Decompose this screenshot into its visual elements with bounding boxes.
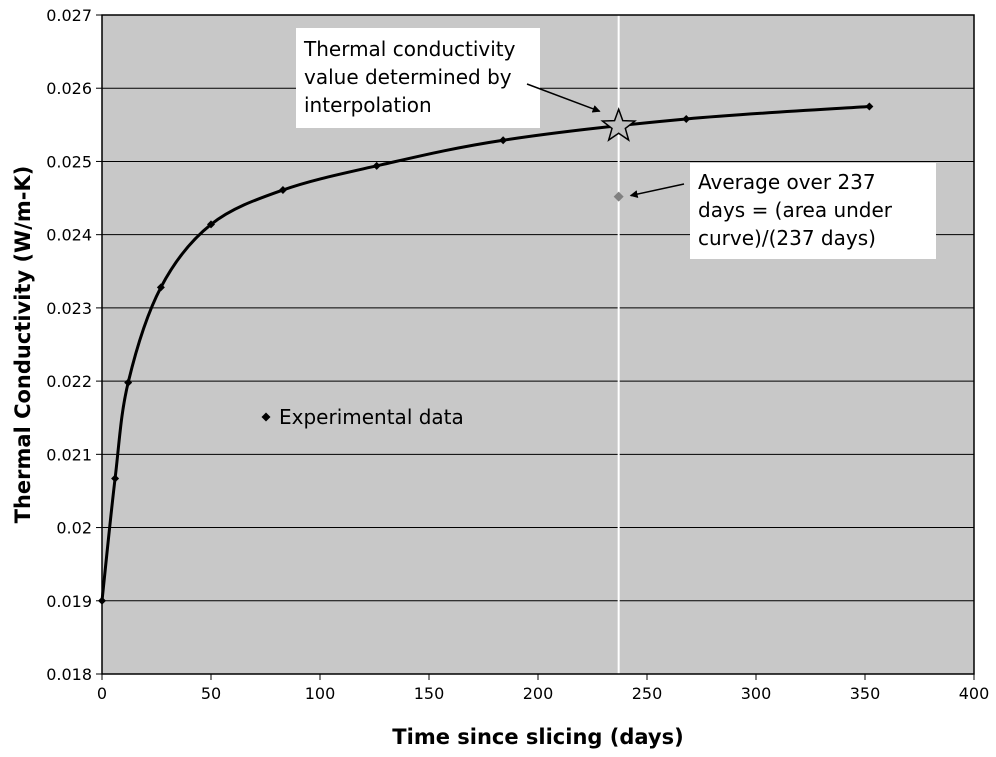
data-point [207, 220, 215, 229]
data-point [156, 283, 165, 292]
data-point [98, 596, 106, 605]
data-point [111, 474, 120, 483]
y-tick-label: 0.024 [46, 226, 92, 245]
y-tick-label: 0.02 [56, 519, 92, 538]
x-tick-label: 350 [850, 684, 881, 703]
x-tick-label: 0 [97, 684, 107, 703]
annotation-text-line: value determined by [304, 65, 512, 89]
legend: Experimental data [261, 405, 464, 429]
x-tick-label: 400 [959, 684, 990, 703]
x-tick-label: 150 [414, 684, 445, 703]
annotation-text-line: curve)/(237 days) [698, 226, 876, 250]
series-line-experimental-data [100, 105, 870, 601]
y-tick-label: 0.018 [46, 665, 92, 684]
y-axis-title: Thermal Conductivity (W/m-K) [11, 166, 35, 524]
legend-label: Experimental data [279, 405, 464, 429]
x-tick-label: 300 [741, 684, 772, 703]
x-axis-title: Time since slicing (days) [392, 725, 683, 749]
y-tick-label: 0.021 [46, 445, 92, 464]
y-tick-label: 0.023 [46, 299, 92, 318]
annotation-text-line: interpolation [304, 93, 432, 117]
y-tick-label: 0.019 [46, 592, 92, 611]
axes: 0.018 0.019 0.02 0.021 0.022 0.023 0.024 0.025 0… [46, 6, 989, 703]
data-point [682, 114, 691, 123]
annotation-text-line: days = (area under [698, 198, 893, 222]
annotation-box [690, 163, 936, 259]
y-tick-label: 0.025 [46, 152, 92, 171]
arrow-to-interpolated-point [526, 83, 601, 113]
data-point [372, 161, 381, 170]
x-tick-label: 200 [523, 684, 554, 703]
average-point [613, 191, 624, 202]
annotation-text-line: Thermal conductivity [303, 37, 516, 61]
legend-marker-diamond [261, 412, 271, 422]
interpolated-point-star [600, 107, 637, 142]
arrow-to-average-point [629, 183, 685, 199]
annotation-text-line: Average over 237 [698, 170, 876, 194]
y-tick-label: 0.026 [46, 79, 92, 98]
y-tick-label: 0.027 [46, 6, 92, 25]
series-layer [98, 102, 874, 605]
y-tick-label: 0.022 [46, 372, 92, 391]
data-point [865, 102, 874, 111]
x-tick-label: 100 [305, 684, 336, 703]
annotation-box [296, 28, 540, 128]
x-tick-label: 250 [632, 684, 663, 703]
data-point [499, 136, 508, 145]
x-tick-label: 50 [201, 684, 221, 703]
annotations: Thermal conductivity value determined by i… [296, 28, 936, 259]
data-point [278, 186, 287, 195]
data-point [124, 378, 133, 387]
